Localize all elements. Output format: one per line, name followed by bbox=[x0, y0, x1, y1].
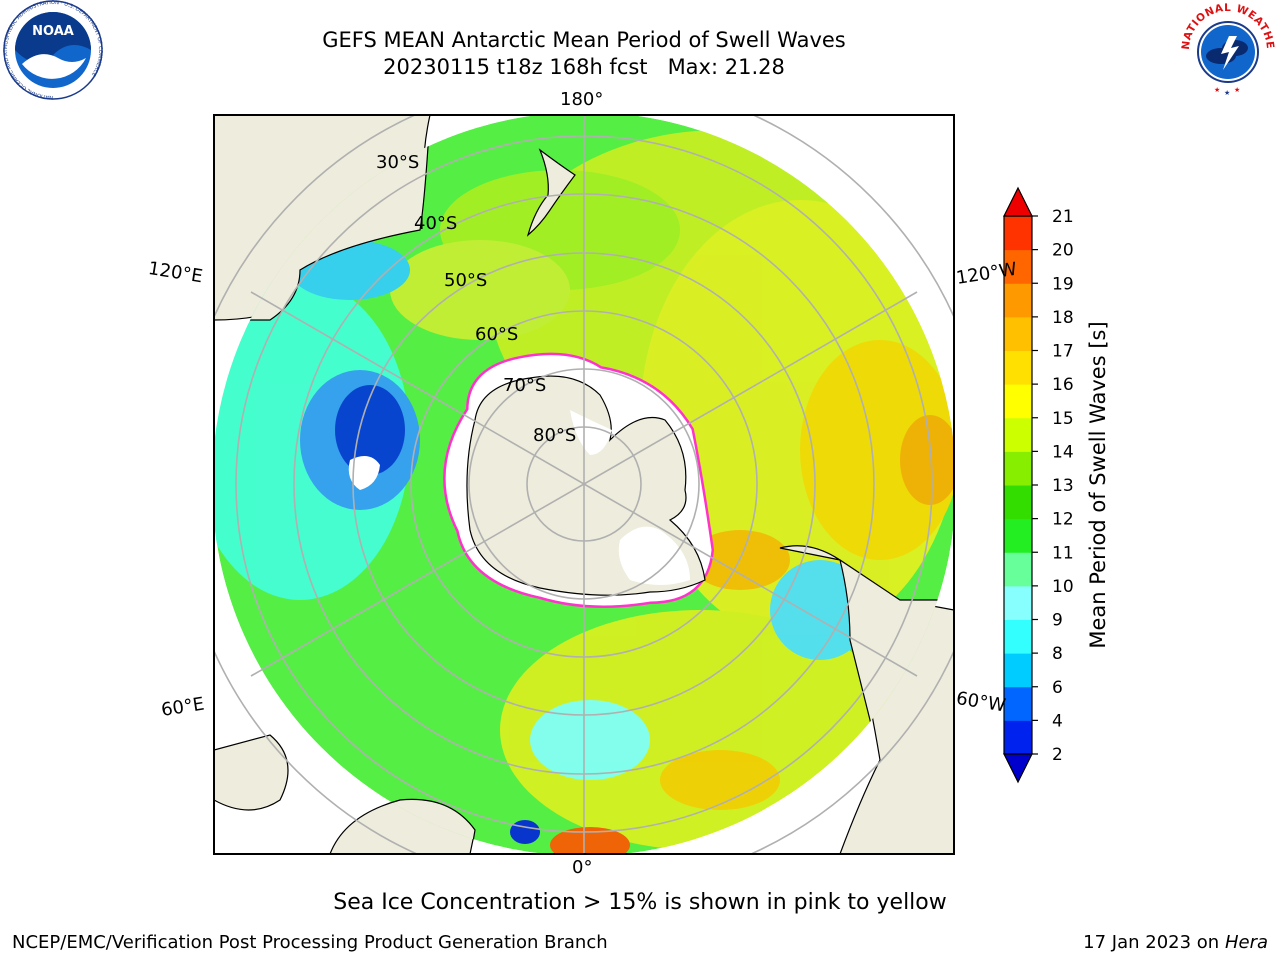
chart-subtitle: 20230115 t18z 168h fcst Max: 21.28 bbox=[383, 55, 785, 79]
colorbar-tick-label: 15 bbox=[1052, 409, 1074, 429]
svg-text:★: ★ bbox=[1224, 89, 1230, 97]
lat-label-50s: 50°S bbox=[444, 270, 488, 291]
ice-shelf bbox=[618, 526, 690, 585]
svg-text:NOAA: NOAA bbox=[32, 24, 74, 39]
colorbar-tick-label: 18 bbox=[1052, 308, 1074, 328]
lat-label-30s: 30°S bbox=[376, 152, 420, 173]
lat-label-70s: 70°S bbox=[503, 375, 547, 396]
nws-logo: NATIONAL WEATHER SERVICE ★ ★ ★ bbox=[1177, 0, 1276, 98]
colorbar-label: Mean Period of Swell Waves [s] bbox=[1086, 321, 1110, 648]
colorbar-segment bbox=[1004, 216, 1032, 251]
colorbar-tick-label: 9 bbox=[1052, 611, 1063, 631]
lat-label-80s: 80°S bbox=[533, 425, 577, 446]
sea-ice-note: Sea Ice Concentration > 15% is shown in … bbox=[333, 890, 947, 915]
colorbar-segment bbox=[1004, 518, 1032, 553]
lon-label-180: 180° bbox=[560, 89, 604, 110]
colorbar-tick-label: 17 bbox=[1052, 342, 1074, 362]
noaa-logo: NATIONAL OCEANIC AND ATMOSPHERIC ADMINIS… bbox=[3, 0, 103, 100]
ice-patch bbox=[348, 456, 380, 490]
colorbar-segment bbox=[1004, 552, 1032, 587]
lat-label-60s: 60°S bbox=[475, 324, 519, 345]
colorbar-segment bbox=[1004, 686, 1032, 721]
colorbar-tick-label: 11 bbox=[1052, 543, 1074, 563]
colorbar-segment bbox=[1004, 249, 1032, 284]
colorbar-segment bbox=[1004, 283, 1032, 318]
map-border bbox=[213, 114, 955, 855]
graticule bbox=[214, 115, 954, 854]
colorbar-tick-label: 2 bbox=[1052, 745, 1063, 765]
host-name: Hera bbox=[1224, 932, 1268, 953]
colorbar-segment bbox=[1004, 451, 1032, 486]
colorbar-tick-label: 14 bbox=[1052, 442, 1074, 462]
new-zealand bbox=[526, 148, 576, 237]
svg-text:★: ★ bbox=[1214, 86, 1220, 94]
colorbar: 2 4 6 8 9 10 11 12 13 14 15 16 17 18 19 20 21 Mean Period… bbox=[1003, 186, 1110, 784]
colorbar-segment bbox=[1004, 417, 1032, 452]
svg-text:★: ★ bbox=[1234, 86, 1240, 94]
colorbar-tick-label: 21 bbox=[1052, 207, 1074, 227]
colorbar-segment bbox=[1004, 619, 1032, 654]
lon-label-0: 0° bbox=[572, 857, 593, 878]
colorbar-under-arrow bbox=[1003, 753, 1033, 784]
date-text: 17 Jan 2023 on bbox=[1083, 932, 1225, 953]
colorbar-over-arrow bbox=[1003, 186, 1033, 217]
date-stamp: 17 Jan 2023 on Hera bbox=[1083, 932, 1268, 953]
colorbar-segment bbox=[1004, 720, 1032, 755]
credit-text: NCEP/EMC/Verification Post Processing Pr… bbox=[12, 932, 608, 953]
colorbar-segment bbox=[1004, 585, 1032, 620]
colorbar-tick-label: 4 bbox=[1052, 711, 1063, 731]
colorbar-segment bbox=[1004, 350, 1032, 385]
colorbar-segment bbox=[1004, 384, 1032, 419]
colorbar-tick-label: 10 bbox=[1052, 577, 1074, 597]
colorbar-tick-label: 20 bbox=[1052, 241, 1074, 261]
colorbar-segment bbox=[1004, 653, 1032, 688]
colorbar-tick-label: 16 bbox=[1052, 375, 1074, 395]
colorbar-segment bbox=[1004, 485, 1032, 520]
colorbar-tick-label: 19 bbox=[1052, 274, 1074, 294]
colorbar-segment bbox=[1004, 316, 1032, 351]
chart-title: GEFS MEAN Antarctic Mean Period of Swell… bbox=[322, 28, 846, 52]
ice-shelf bbox=[570, 410, 612, 455]
colorbar-tick-label: 6 bbox=[1052, 678, 1063, 698]
lat-label-40s: 40°S bbox=[414, 213, 458, 234]
colorbar-tick-label: 12 bbox=[1052, 510, 1074, 530]
colorbar-tick-label: 13 bbox=[1052, 476, 1074, 496]
colorbar-tick-label: 8 bbox=[1052, 644, 1063, 664]
